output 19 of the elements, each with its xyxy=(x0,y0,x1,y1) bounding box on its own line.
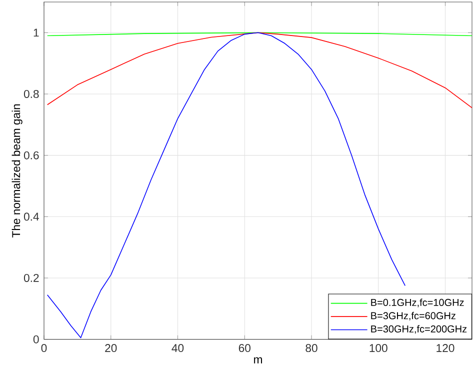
y-tick-label: 0.6 xyxy=(24,151,39,160)
x-tick-label: 100 xyxy=(370,344,388,352)
x-tick-label: 40 xyxy=(172,344,184,352)
x-axis-title: m xyxy=(254,357,262,364)
legend-label: B=3GHz,fc=60GHz xyxy=(371,312,456,320)
line-series xyxy=(46,32,472,108)
y-axis-title: The normalized beam gain xyxy=(12,104,22,238)
y-tick-label: 0.4 xyxy=(24,212,39,221)
y-tick-label: 1 xyxy=(34,28,39,36)
x-tick-label: 120 xyxy=(436,344,454,352)
legend-label: B=30GHz,fc=200GHz xyxy=(371,325,467,334)
y-tick-label: 0 xyxy=(33,335,39,344)
x-tick-label: 80 xyxy=(306,344,318,352)
x-tick-label: 20 xyxy=(105,344,117,352)
y-tick-label: 0.8 xyxy=(24,90,39,98)
y-tick-label: 0.2 xyxy=(24,274,39,282)
x-tick-label: 60 xyxy=(238,344,250,352)
legend-label: B=0.1GHz,fc=10GHz xyxy=(371,298,464,308)
x-tick-label: 0 xyxy=(41,344,47,352)
